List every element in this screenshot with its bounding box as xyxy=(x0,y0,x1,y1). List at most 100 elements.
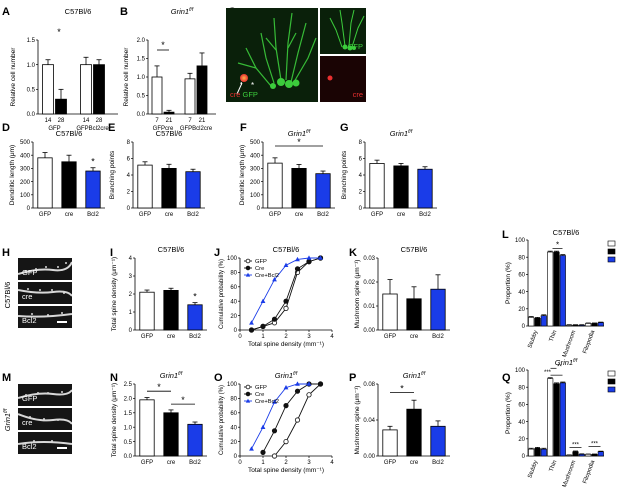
n-x-tick-label: Bcl2 xyxy=(189,460,201,466)
d-y-label: Dendritic length (μm) xyxy=(9,145,16,205)
q-y-tick-label: 20 xyxy=(518,437,525,443)
e-title: C57Bl/6 xyxy=(156,129,183,138)
panel-letter: J xyxy=(214,247,220,259)
n-y-tick-label: 0.5 xyxy=(124,440,133,446)
f-y-tick-label: 100 xyxy=(250,193,261,199)
j-title: C57Bl/6 xyxy=(273,245,300,254)
d-y-tick-label: 300 xyxy=(20,167,31,173)
d-significance: * xyxy=(91,157,95,167)
d-x-tick-label: GFP xyxy=(39,212,51,218)
microscopy-main: * cre GFP xyxy=(226,8,318,102)
o-point xyxy=(260,424,266,429)
j-point xyxy=(272,277,277,282)
a-bar xyxy=(80,64,92,115)
q-y-tick-label: 0 xyxy=(522,454,526,460)
d-y-tick-label: 200 xyxy=(20,180,31,186)
k-y-tick-label: 0.03 xyxy=(363,256,375,262)
q-y-label: Proportion (%) xyxy=(505,392,512,434)
f-x-tick-label: GFP xyxy=(269,212,281,218)
l-y-tick-label: 100 xyxy=(515,238,526,244)
microscopy-gfp: GFP xyxy=(320,8,366,54)
k-bar xyxy=(382,293,398,331)
m-gfp-label: GFP xyxy=(22,394,38,403)
f-y-tick-label: 0 xyxy=(257,206,261,212)
l-bar xyxy=(553,251,560,327)
b-bar xyxy=(184,78,196,115)
f-y-label: Dendritic length (μm) xyxy=(239,145,246,205)
g-y-tick-label: 0 xyxy=(359,206,363,212)
l-significance: * xyxy=(556,241,559,250)
q-bar xyxy=(547,378,554,457)
a-group-label: GFPBcl2cre xyxy=(76,126,109,132)
q-bar xyxy=(553,383,560,457)
o-point xyxy=(271,453,278,459)
o-point xyxy=(272,399,277,404)
l-legend-swatch xyxy=(607,248,616,255)
q-x-tick-label: Mushroom xyxy=(562,460,577,489)
m-bcl2-label: Bcl2 xyxy=(22,442,37,451)
j-y-tick-label: 80 xyxy=(230,271,237,277)
q-legend-swatch xyxy=(607,386,616,393)
b-significance: * xyxy=(161,40,165,50)
j-point xyxy=(260,323,266,329)
e-y-tick-label: 0 xyxy=(127,206,131,212)
k-y-tick-label: 0.02 xyxy=(363,280,375,286)
n-y-tick-label: 0.0 xyxy=(124,454,133,460)
e-y-tick-label: 2 xyxy=(127,190,131,196)
j-y-label: Cumulative probability (%) xyxy=(219,259,225,329)
a-y-tick-label: 0.5 xyxy=(27,88,36,94)
b-y-tick-label: 0.5 xyxy=(137,94,146,100)
h-gfp-label: GFP xyxy=(22,268,38,277)
b-x-tick-label: 7 xyxy=(155,118,159,124)
b-y-tick-label: 0.0 xyxy=(137,112,146,118)
o-legend-marker xyxy=(245,398,251,403)
j-legend-label: GFP xyxy=(255,259,267,265)
o-legend-marker xyxy=(245,391,251,397)
a-y-label: Relative cell number xyxy=(10,47,17,107)
o-x-tick-label: 1 xyxy=(261,460,265,466)
q-bar xyxy=(528,448,535,457)
q-y-tick-label: 80 xyxy=(518,385,525,391)
n-x-tick-label: GFP xyxy=(141,460,153,466)
a-bar xyxy=(55,98,67,115)
cre-label: cre xyxy=(352,90,363,99)
o-point xyxy=(294,417,301,423)
j-y-tick-label: 40 xyxy=(230,299,237,305)
n-bar xyxy=(139,399,155,457)
panel-letter: A xyxy=(2,6,10,18)
i-bar xyxy=(139,291,155,331)
e-y-tick-label: 4 xyxy=(127,173,131,179)
a-bar xyxy=(93,64,105,115)
q-bar xyxy=(559,382,566,457)
i-bar xyxy=(163,289,179,331)
e-bar xyxy=(185,171,201,209)
overlay-cre-label: cre xyxy=(230,90,241,99)
q-bar xyxy=(534,447,541,457)
j-x-tick-label: 2 xyxy=(284,334,288,340)
n-title: Grin1f/f xyxy=(160,371,183,380)
e-x-tick-label: cre xyxy=(165,212,174,218)
j-point xyxy=(283,298,289,304)
l-bar xyxy=(591,323,598,327)
microscopy-cre: cre xyxy=(320,56,366,102)
o-series-line xyxy=(262,383,321,453)
l-bar xyxy=(572,324,579,327)
g-y-label: Branching points xyxy=(341,150,348,199)
a-y-tick-label: 0.0 xyxy=(27,112,36,118)
g-bar xyxy=(369,163,385,209)
q-significance: *** xyxy=(544,370,552,376)
p-y-label: Mushroom spine (μm⁻¹) xyxy=(354,386,361,455)
k-x-tick-label: GFP xyxy=(384,334,396,340)
i-y-tick-label: 0 xyxy=(129,328,133,334)
o-y-label: Cumulative probability (%) xyxy=(219,385,225,455)
g-y-tick-label: 8 xyxy=(359,140,363,146)
q-bar xyxy=(572,451,579,457)
b-x-tick-label: 7 xyxy=(188,118,192,124)
k-title: C57Bl/6 xyxy=(401,245,428,254)
h-bcl2-label: Bcl2 xyxy=(22,316,37,325)
q-x-tick-label: Stubby xyxy=(527,460,539,480)
j-point xyxy=(306,255,312,260)
n-bar xyxy=(163,412,179,457)
